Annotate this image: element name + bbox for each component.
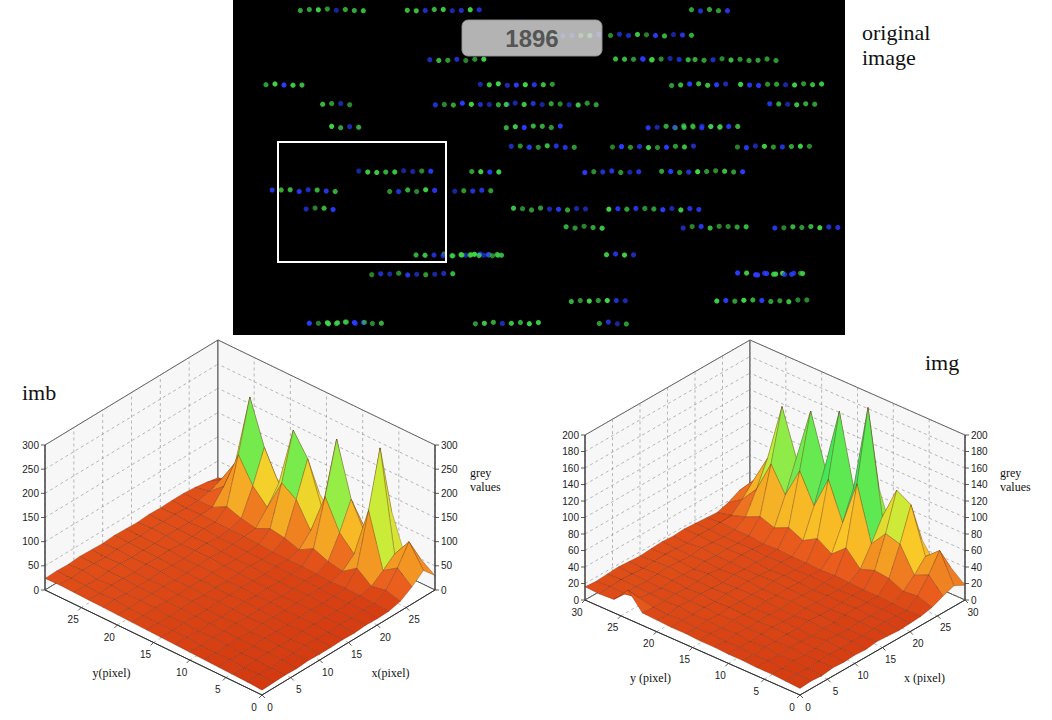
svg-text:40: 40 bbox=[568, 562, 580, 573]
svg-text:80: 80 bbox=[568, 529, 580, 540]
svg-text:140: 140 bbox=[971, 479, 988, 490]
svg-text:5: 5 bbox=[296, 684, 302, 695]
svg-text:grey: grey bbox=[1000, 466, 1021, 480]
svg-text:200: 200 bbox=[562, 430, 579, 441]
svg-text:10: 10 bbox=[857, 670, 869, 681]
svg-text:60: 60 bbox=[568, 545, 580, 556]
svg-text:10: 10 bbox=[715, 670, 727, 681]
svg-text:120: 120 bbox=[971, 496, 988, 507]
svg-text:5: 5 bbox=[215, 684, 221, 695]
svg-text:x(pixel): x(pixel) bbox=[372, 666, 410, 680]
svg-text:x (pixel): x (pixel) bbox=[904, 671, 945, 685]
svg-text:40: 40 bbox=[971, 562, 983, 573]
svg-text:0: 0 bbox=[573, 595, 579, 606]
svg-text:100: 100 bbox=[22, 536, 39, 547]
svg-text:0: 0 bbox=[441, 585, 447, 596]
svg-text:20: 20 bbox=[568, 578, 580, 589]
svg-text:15: 15 bbox=[351, 649, 363, 660]
svg-text:25: 25 bbox=[607, 622, 619, 633]
svg-text:0: 0 bbox=[789, 702, 795, 713]
svg-text:20: 20 bbox=[104, 632, 116, 643]
svg-text:180: 180 bbox=[562, 446, 579, 457]
svg-text:300: 300 bbox=[22, 440, 39, 451]
svg-text:180: 180 bbox=[971, 446, 988, 457]
svg-text:values: values bbox=[470, 480, 501, 494]
svg-text:60: 60 bbox=[971, 545, 983, 556]
svg-text:15: 15 bbox=[679, 654, 691, 665]
svg-text:200: 200 bbox=[22, 488, 39, 499]
svg-text:10: 10 bbox=[176, 667, 188, 678]
svg-text:grey: grey bbox=[470, 466, 491, 480]
svg-text:img: img bbox=[925, 350, 959, 375]
svg-text:120: 120 bbox=[562, 496, 579, 507]
svg-text:200: 200 bbox=[971, 430, 988, 441]
svg-text:0: 0 bbox=[251, 702, 257, 713]
svg-text:5: 5 bbox=[833, 686, 839, 697]
svg-text:0: 0 bbox=[33, 585, 39, 596]
svg-text:0: 0 bbox=[267, 702, 273, 713]
svg-text:140: 140 bbox=[562, 479, 579, 490]
svg-text:original: original bbox=[862, 20, 930, 45]
svg-text:25: 25 bbox=[68, 614, 80, 625]
svg-text:15: 15 bbox=[140, 649, 152, 660]
svg-text:80: 80 bbox=[971, 529, 983, 540]
svg-text:image: image bbox=[862, 45, 916, 70]
svg-text:30: 30 bbox=[571, 607, 583, 618]
svg-text:150: 150 bbox=[22, 512, 39, 523]
svg-text:100: 100 bbox=[562, 512, 579, 523]
svg-text:y(pixel): y(pixel) bbox=[93, 666, 131, 680]
svg-text:250: 250 bbox=[441, 464, 458, 475]
svg-text:25: 25 bbox=[409, 614, 421, 625]
svg-text:160: 160 bbox=[562, 463, 579, 474]
svg-text:15: 15 bbox=[885, 654, 897, 665]
svg-text:0: 0 bbox=[971, 595, 977, 606]
svg-text:20: 20 bbox=[643, 638, 655, 649]
svg-text:imb: imb bbox=[22, 380, 56, 405]
svg-text:250: 250 bbox=[22, 464, 39, 475]
svg-text:y (pixel): y (pixel) bbox=[630, 671, 671, 685]
svg-text:100: 100 bbox=[441, 536, 458, 547]
svg-text:50: 50 bbox=[28, 560, 40, 571]
svg-text:160: 160 bbox=[971, 463, 988, 474]
svg-text:5: 5 bbox=[753, 686, 759, 697]
svg-text:200: 200 bbox=[441, 488, 458, 499]
svg-text:20: 20 bbox=[971, 578, 983, 589]
svg-text:0: 0 bbox=[805, 702, 811, 713]
svg-text:50: 50 bbox=[441, 560, 453, 571]
svg-text:10: 10 bbox=[322, 667, 334, 678]
svg-text:100: 100 bbox=[971, 512, 988, 523]
svg-text:30: 30 bbox=[967, 607, 979, 618]
svg-text:20: 20 bbox=[380, 632, 392, 643]
svg-text:20: 20 bbox=[912, 638, 924, 649]
svg-text:25: 25 bbox=[940, 622, 952, 633]
svg-text:values: values bbox=[1000, 480, 1031, 494]
svg-text:1896: 1896 bbox=[505, 25, 558, 52]
svg-text:300: 300 bbox=[441, 440, 458, 451]
svg-text:150: 150 bbox=[441, 512, 458, 523]
